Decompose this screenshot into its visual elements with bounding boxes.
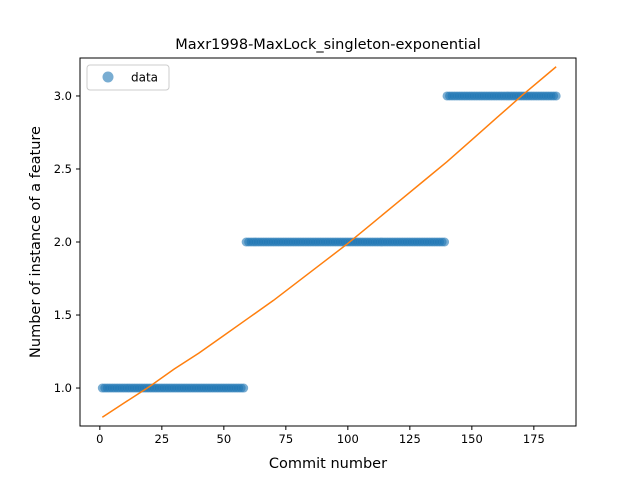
legend-box	[86, 64, 170, 91]
x-tick-label: 25	[155, 432, 170, 446]
y-tick-label: 3.0	[54, 89, 72, 103]
legend: data	[86, 64, 170, 91]
x-tick-label: 125	[399, 432, 421, 446]
chart-title: Maxr1998-MaxLock_singleton-exponential	[175, 37, 481, 53]
legend-marker-data	[102, 71, 114, 83]
plot-layer	[97, 66, 561, 418]
y-tick-label: 1.5	[54, 308, 72, 322]
x-tick-label: 175	[523, 432, 545, 446]
y-tick-label: 1.0	[54, 381, 72, 395]
x-axis-label: Commit number	[269, 456, 387, 472]
x-tick-label: 50	[217, 432, 232, 446]
y-axis: 1.0 1.5 2.0 2.5 3.0	[54, 89, 80, 395]
data-point	[551, 91, 561, 101]
fit-line	[101, 66, 557, 418]
y-tick-label: 2.5	[54, 162, 72, 176]
y-tick-label: 2.0	[54, 235, 72, 249]
y-axis-label: Number of instance of a feature	[28, 126, 44, 358]
x-tick-label: 75	[279, 432, 294, 446]
legend-label-data: data	[131, 71, 158, 85]
x-tick-label: 150	[461, 432, 483, 446]
x-axis: 0 25 50 75 100 125 150 175	[96, 426, 545, 446]
data-point	[239, 383, 249, 393]
x-tick-label: 0	[96, 432, 103, 446]
x-tick-label: 100	[337, 432, 359, 446]
data-point	[440, 237, 450, 247]
